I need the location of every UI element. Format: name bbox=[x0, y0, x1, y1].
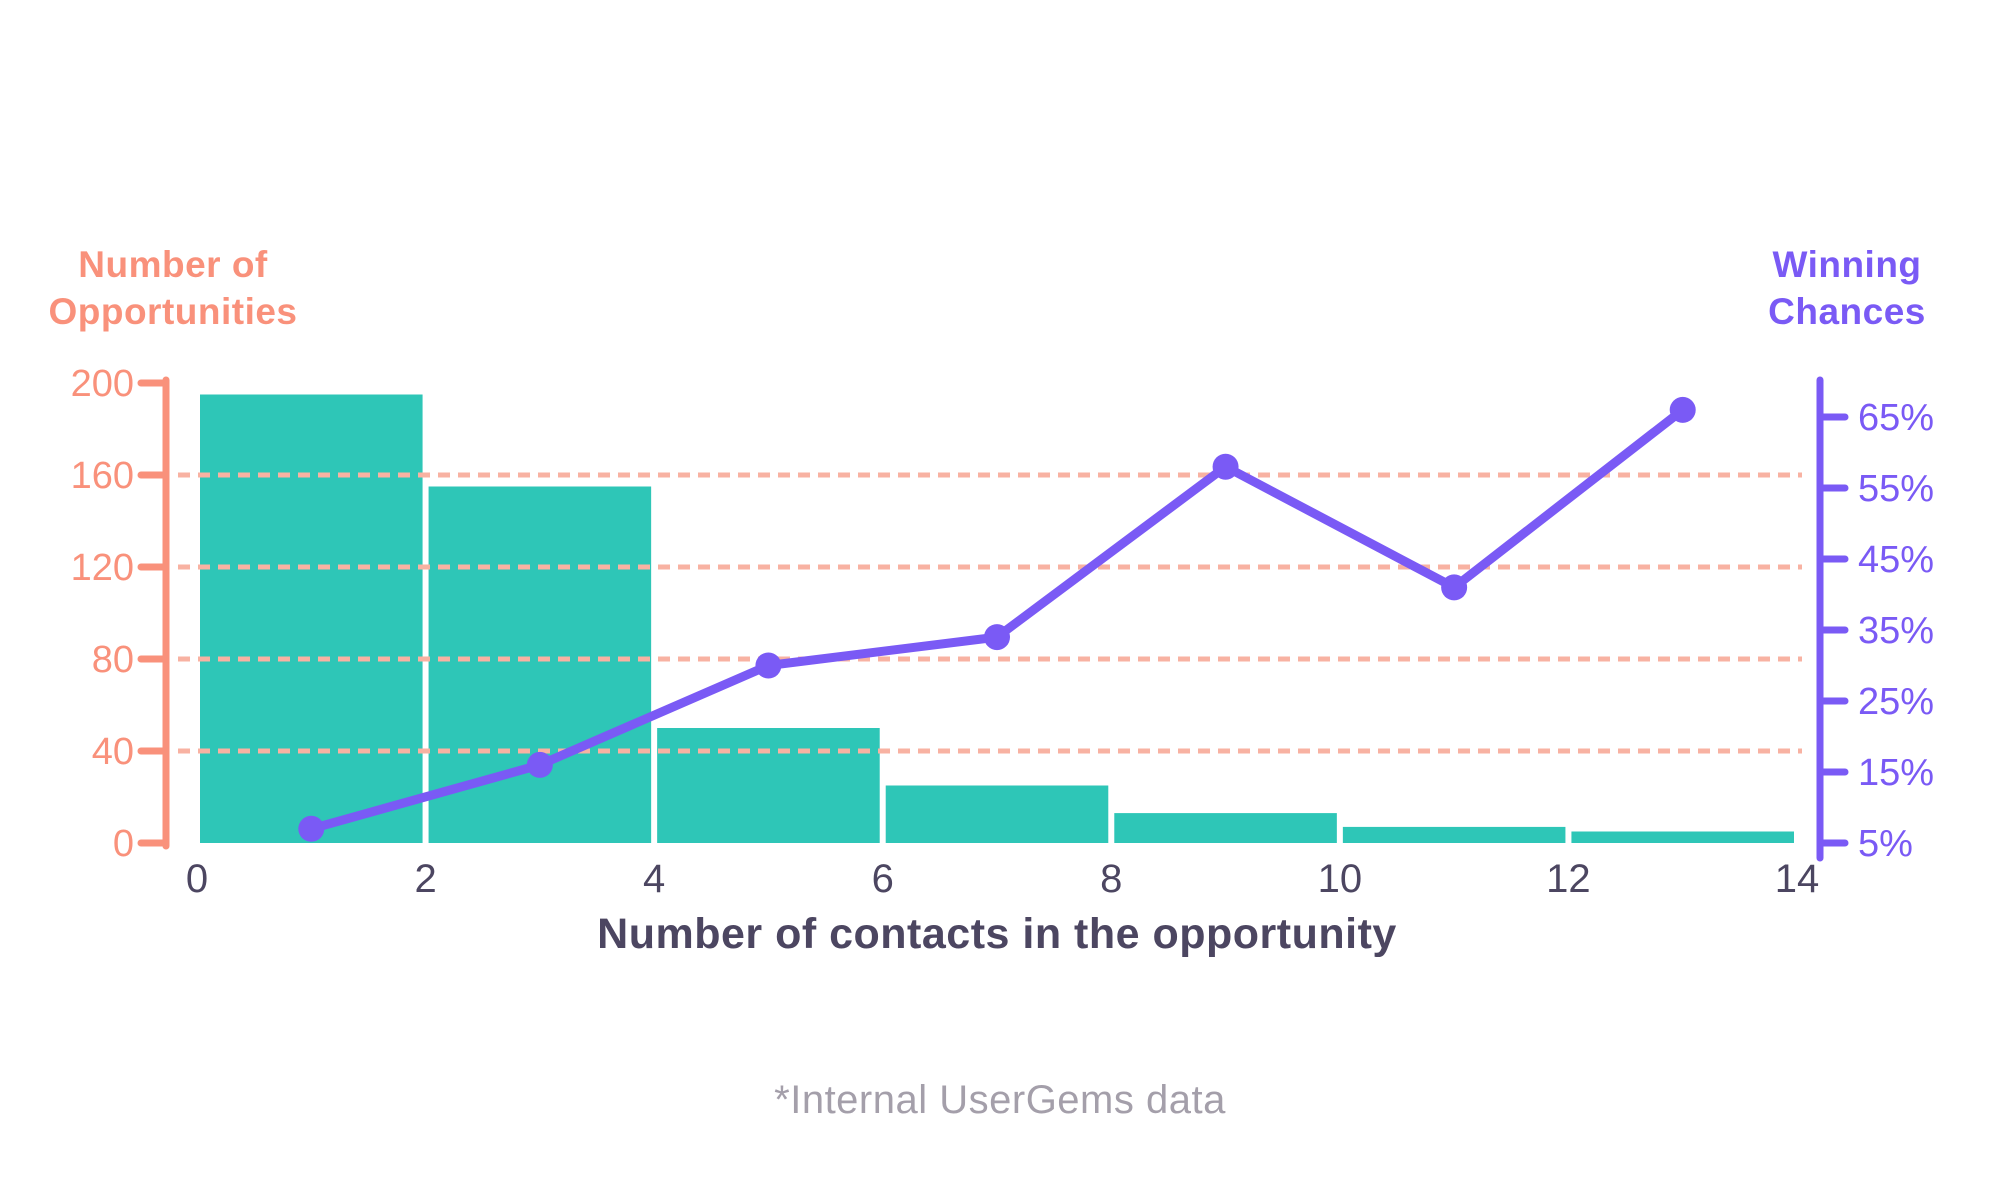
line-point-x1 bbox=[298, 815, 325, 842]
line-point-x3 bbox=[526, 751, 553, 778]
line-point-x5 bbox=[755, 652, 782, 679]
left-axis-title-line2: Opportunities bbox=[48, 291, 298, 332]
left-axis-tick-label: 120 bbox=[71, 547, 134, 589]
left-axis-tick-label: 80 bbox=[92, 639, 134, 681]
right-axis-title-line2: Chances bbox=[1768, 291, 1926, 332]
x-tick-label: 6 bbox=[872, 857, 894, 901]
x-tick-label: 10 bbox=[1318, 857, 1363, 901]
left-axis-tick-label: 40 bbox=[92, 731, 134, 773]
bar-4-6 bbox=[657, 728, 880, 843]
x-tick-label: 4 bbox=[643, 857, 665, 901]
x-tick-label: 0 bbox=[186, 857, 208, 901]
bar-0-2 bbox=[200, 394, 423, 843]
left-axis-tick-label: 160 bbox=[71, 455, 134, 497]
bar-8-10 bbox=[1114, 813, 1337, 843]
right-axis-tick-label: 65% bbox=[1858, 397, 1934, 439]
left-axis-tick-label: 200 bbox=[71, 363, 134, 405]
left-axis-title: Number of Opportunities bbox=[28, 241, 318, 335]
right-axis-tick-label: 25% bbox=[1858, 681, 1934, 723]
right-axis-title-line1: Winning bbox=[1772, 244, 1922, 285]
line-point-x9 bbox=[1212, 453, 1239, 480]
bar-12-14 bbox=[1571, 831, 1794, 843]
x-tick-label: 14 bbox=[1775, 857, 1820, 901]
right-axis-title: Winning Chances bbox=[1702, 241, 1992, 335]
left-axis-tick-label: 0 bbox=[113, 823, 134, 865]
left-axis-title-line1: Number of bbox=[78, 244, 268, 285]
right-axis-tick-label: 55% bbox=[1858, 468, 1934, 510]
line-point-x13 bbox=[1669, 396, 1696, 423]
x-tick-label: 8 bbox=[1100, 857, 1122, 901]
x-tick-label: 12 bbox=[1546, 857, 1591, 901]
line-point-x11 bbox=[1441, 574, 1468, 601]
bar-6-8 bbox=[885, 785, 1109, 843]
right-axis-tick-label: 15% bbox=[1858, 752, 1934, 794]
x-axis-title: Number of contacts in the opportunity bbox=[597, 910, 1397, 958]
right-axis-tick-label: 35% bbox=[1858, 610, 1934, 652]
x-tick-label: 2 bbox=[414, 857, 436, 901]
right-axis-tick-label: 45% bbox=[1858, 539, 1934, 581]
footer-note: *Internal UserGems data bbox=[774, 1078, 1226, 1122]
bar-10-12 bbox=[1342, 826, 1566, 843]
right-axis-tick-label: 5% bbox=[1858, 823, 1913, 865]
line-point-x7 bbox=[984, 624, 1010, 651]
